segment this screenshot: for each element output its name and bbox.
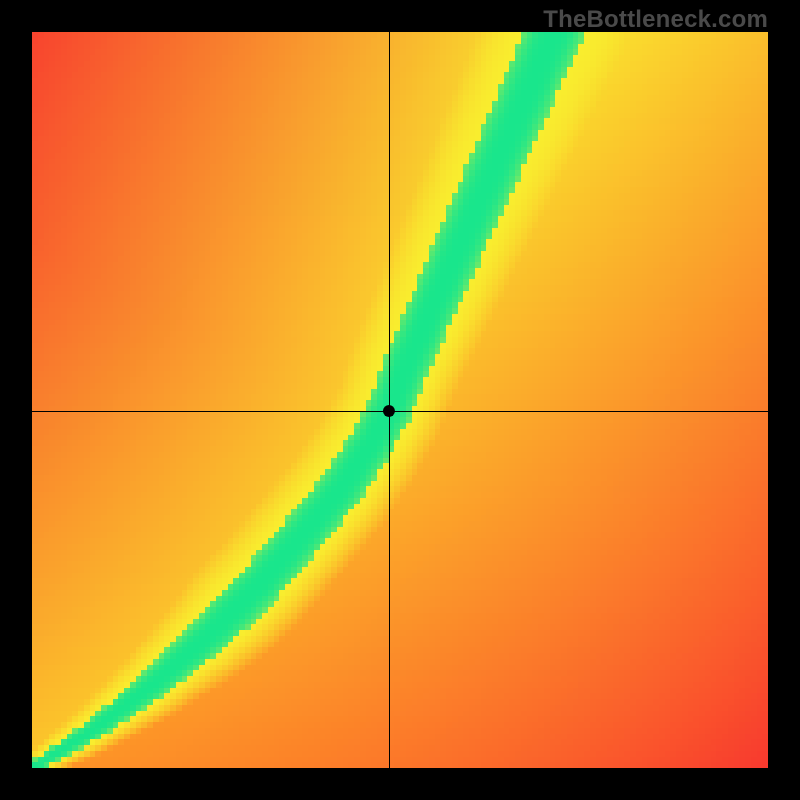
watermark-text: TheBottleneck.com [543,6,768,34]
bottleneck-heatmap [32,32,768,768]
stage: TheBottleneck.com [0,0,800,800]
